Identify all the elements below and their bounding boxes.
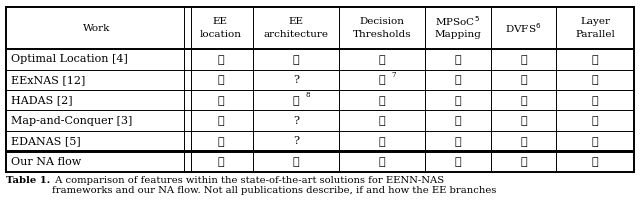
Text: ✓: ✓ [217, 136, 224, 147]
Text: Decision: Decision [360, 17, 404, 26]
Text: ✗: ✗ [592, 136, 598, 147]
Text: ✗: ✗ [454, 54, 461, 65]
Text: ✓: ✓ [520, 115, 527, 126]
Text: ✗: ✗ [379, 74, 385, 85]
Text: HADAS [2]: HADAS [2] [12, 95, 73, 105]
Text: Work: Work [83, 24, 111, 33]
Text: ✓: ✓ [217, 54, 224, 65]
Text: EExNAS [12]: EExNAS [12] [12, 75, 86, 85]
Text: ✗: ✗ [592, 156, 598, 167]
Text: EE: EE [213, 17, 228, 26]
Text: ✗: ✗ [520, 74, 527, 85]
Text: ✗: ✗ [520, 136, 527, 147]
Text: A comparison of features within the state-of-the-art solutions for EENN-NAS
fram: A comparison of features within the stat… [52, 176, 496, 195]
Text: ✓: ✓ [217, 74, 224, 85]
Text: EE: EE [289, 17, 304, 26]
Text: ✓: ✓ [379, 156, 385, 167]
Text: ✗: ✗ [293, 54, 300, 65]
Text: Map-and-Conquer [3]: Map-and-Conquer [3] [12, 116, 132, 126]
Text: ✗: ✗ [454, 95, 461, 106]
Text: location: location [200, 30, 241, 39]
Text: Mapping: Mapping [435, 30, 481, 39]
Text: ✗: ✗ [592, 95, 598, 106]
Text: ?: ? [293, 136, 299, 146]
Text: ✗: ✗ [592, 74, 598, 85]
Text: 8: 8 [305, 91, 310, 99]
Text: ✗: ✗ [520, 54, 527, 65]
Text: ✗: ✗ [454, 74, 461, 85]
Text: ✓: ✓ [217, 115, 224, 126]
Text: ✓: ✓ [454, 115, 461, 126]
Text: ✗: ✗ [454, 136, 461, 147]
Text: ✗: ✗ [379, 54, 385, 65]
Text: DVFS$^6$: DVFS$^6$ [506, 21, 542, 35]
Text: Layer: Layer [580, 17, 610, 26]
Text: Table 1.: Table 1. [6, 176, 51, 185]
Text: ✗: ✗ [379, 115, 385, 126]
Text: ✓: ✓ [217, 156, 224, 167]
Text: ✗: ✗ [520, 156, 527, 167]
Text: ✗: ✗ [592, 54, 598, 65]
Text: ✓: ✓ [217, 95, 224, 106]
Text: ?: ? [293, 75, 299, 85]
Text: MPSoC$^5$: MPSoC$^5$ [435, 15, 480, 29]
Text: ✓: ✓ [293, 95, 300, 106]
Text: Thresholds: Thresholds [353, 30, 412, 39]
Text: ✓: ✓ [520, 95, 527, 106]
Text: ✗: ✗ [379, 136, 385, 147]
Text: ✗: ✗ [379, 95, 385, 106]
Text: ✓: ✓ [454, 156, 461, 167]
Text: Parallel: Parallel [575, 30, 615, 39]
Text: ✓: ✓ [293, 156, 300, 167]
Text: EDANAS [5]: EDANAS [5] [12, 136, 81, 146]
Text: architecture: architecture [264, 30, 329, 39]
Text: ✓: ✓ [592, 115, 598, 126]
Text: Optimal Location [4]: Optimal Location [4] [12, 54, 128, 64]
Text: ?: ? [293, 116, 299, 126]
Text: 7: 7 [391, 71, 396, 79]
Text: Our NA flow: Our NA flow [12, 157, 82, 167]
